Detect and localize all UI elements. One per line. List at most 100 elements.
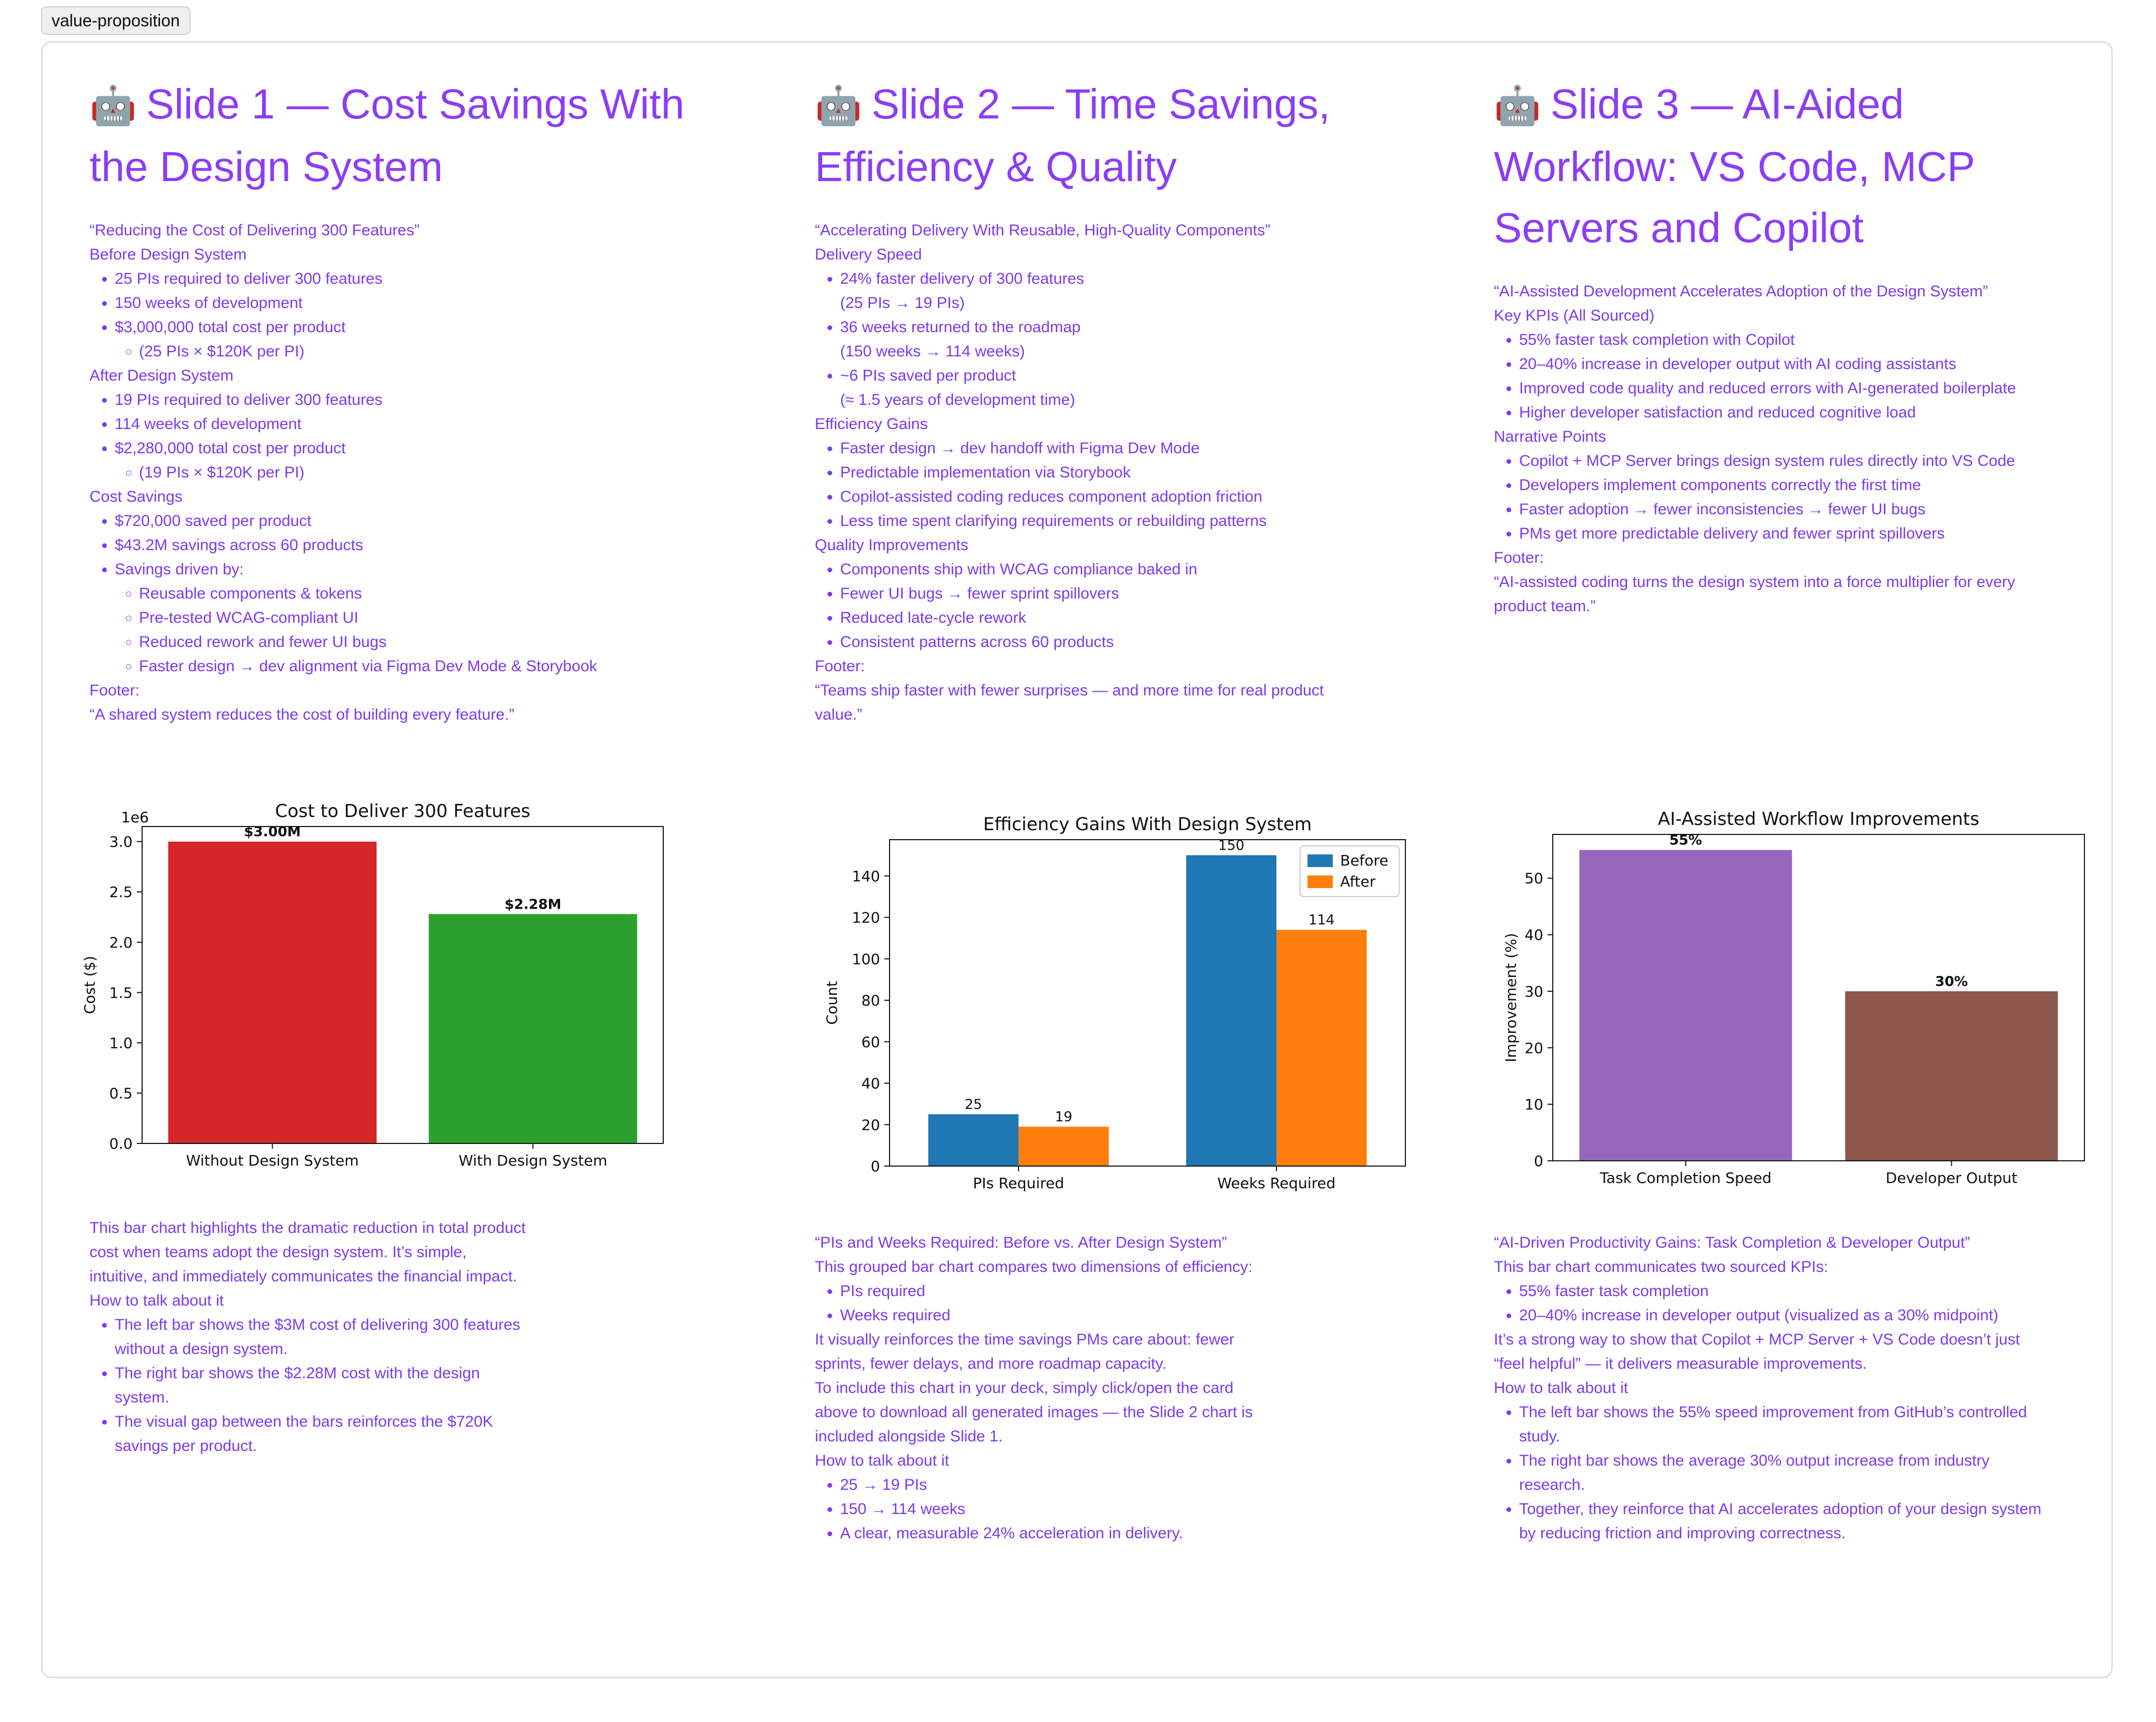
y-tick-label: 140 bbox=[852, 868, 880, 885]
list-item-text: 24% faster delivery of 300 features bbox=[840, 270, 1084, 287]
plot-frame bbox=[1552, 834, 2085, 1161]
y-tick-label: 60 bbox=[861, 1033, 880, 1051]
list-item: 36 weeks returned to the roadmap (150 wee… bbox=[840, 315, 1341, 364]
slide-2-chart-explanation: “PIs and Weeks Required: Before vs. Afte… bbox=[815, 1231, 1278, 1546]
list-item-text: The left bar shows the 55% speed improve… bbox=[1519, 1404, 2027, 1445]
list-item-text: Together, they reinforce that AI acceler… bbox=[1519, 1500, 2042, 1542]
slide-1-chart-explanation: This bar chart highlights the dramatic r… bbox=[89, 1216, 526, 1458]
slide-3-column: 🤖 Slide 3 — AI-Aided Workflow: VS Code, M… bbox=[1494, 74, 2057, 619]
bullet-list: 24% faster delivery of 300 features (25 P… bbox=[815, 267, 1341, 412]
list-item-text: Higher developer satisfaction and reduce… bbox=[1519, 404, 1916, 421]
list-item-text: Copilot-assisted coding reduces componen… bbox=[840, 488, 1263, 505]
y-axis-label: Improvement (%) bbox=[1502, 933, 1520, 1062]
text-line: It visually reinforces the time savings … bbox=[815, 1331, 1234, 1372]
list-item: 24% faster delivery of 300 features (25 P… bbox=[840, 267, 1341, 315]
list-item: $3,000,000 total cost per product bbox=[115, 315, 695, 340]
list-item-text: 25 → 19 PIs bbox=[840, 1476, 927, 1494]
text-line: “Teams ship faster with fewer surprises … bbox=[815, 682, 1324, 723]
list-item: 114 weeks of development bbox=[115, 412, 695, 436]
plot-frame bbox=[889, 839, 1406, 1167]
bullet-list: Faster design → dev handoff with Figma D… bbox=[815, 436, 1341, 533]
x-tick-label: Without Design System bbox=[186, 1152, 358, 1169]
text-line: “PIs and Weeks Required: Before vs. Afte… bbox=[815, 1234, 1227, 1251]
text-line: How to talk about it bbox=[89, 1292, 224, 1309]
bullet-list: 19 PIs required to deliver 300 features 1… bbox=[89, 388, 695, 485]
y-tick-label: 1.5 bbox=[109, 984, 133, 1001]
slide-2-body: “Accelerating Delivery With Reusable, Hi… bbox=[815, 218, 1341, 727]
sub-bullet-list: Reusable components & tokensPre-tested W… bbox=[115, 582, 695, 679]
text-line: How to talk about it bbox=[815, 1452, 950, 1469]
file-tag[interactable]: value-proposition bbox=[41, 6, 191, 35]
legend-swatch bbox=[1307, 875, 1333, 888]
y-tick-label: 120 bbox=[852, 909, 880, 927]
list-item-text: Predictable implementation via Storybook bbox=[840, 464, 1131, 481]
sub-list-item: (19 PIs × $120K per PI) bbox=[139, 461, 695, 485]
list-item-continuation: (≈ 1.5 years of development time) bbox=[840, 391, 1075, 409]
list-item: Improved code quality and reduced errors… bbox=[1519, 376, 2057, 401]
text-line: “A shared system reduces the cost of bui… bbox=[89, 706, 515, 723]
list-item-text: PIs required bbox=[840, 1282, 925, 1300]
slide-1-body: “Reducing the Cost of Delivering 300 Fea… bbox=[89, 218, 695, 727]
y-tick-label: 40 bbox=[861, 1075, 880, 1092]
bullet-list: Copilot + MCP Server brings design syste… bbox=[1494, 449, 2057, 546]
data-label: 150 bbox=[1218, 838, 1244, 854]
y-tick-label: 20 bbox=[1524, 1039, 1543, 1057]
list-item: Fewer UI bugs → fewer sprint spillovers bbox=[840, 582, 1341, 606]
list-item-text: 36 weeks returned to the roadmap bbox=[840, 318, 1081, 336]
y-tick-label: 20 bbox=[861, 1116, 880, 1133]
list-item-text: $43.2M savings across 60 products bbox=[115, 536, 363, 554]
list-item-text: Fewer UI bugs → fewer sprint spillovers bbox=[840, 585, 1120, 602]
list-item: Weeks required bbox=[840, 1303, 1278, 1328]
list-item-text: Copilot + MCP Server brings design syste… bbox=[1519, 452, 2015, 470]
y-tick-label: 1.0 bbox=[109, 1034, 133, 1052]
bar bbox=[1186, 855, 1276, 1166]
list-item: The left bar shows the $3M cost of deliv… bbox=[115, 1313, 526, 1361]
list-item: 55% faster task completion with Copilot bbox=[1519, 328, 2057, 352]
list-item: Predictable implementation via Storybook bbox=[840, 461, 1341, 485]
data-label: $2.28M bbox=[504, 897, 561, 912]
y-tick-label: 0 bbox=[1534, 1152, 1543, 1170]
text-line: “Accelerating Delivery With Reusable, Hi… bbox=[815, 222, 1271, 239]
slide-3-chart-explanation: “AI-Driven Productivity Gains: Task Comp… bbox=[1494, 1231, 2052, 1546]
list-item: 25 PIs required to deliver 300 features bbox=[115, 267, 695, 291]
list-item: 20–40% increase in developer output with… bbox=[1519, 352, 2057, 376]
list-item-text: Components ship with WCAG compliance bak… bbox=[840, 561, 1197, 578]
list-item-text: Faster adoption → fewer inconsistencies … bbox=[1519, 501, 1926, 518]
x-tick-label: Weeks Required bbox=[1217, 1174, 1336, 1192]
list-item: $720,000 saved per product bbox=[115, 509, 695, 533]
list-item-text: Improved code quality and reduced errors… bbox=[1519, 380, 2016, 397]
list-item: The right bar shows the average 30% outp… bbox=[1519, 1449, 2052, 1497]
legend-swatch bbox=[1307, 854, 1333, 867]
bullet-list: The left bar shows the $3M cost of deliv… bbox=[89, 1313, 526, 1458]
y-tick-label: 0 bbox=[871, 1158, 880, 1175]
sub-list-item: Faster design → dev alignment via Figma … bbox=[139, 654, 695, 679]
list-item-continuation: (150 weeks → 114 weeks) bbox=[840, 343, 1025, 360]
text-line: Key KPIs (All Sourced) bbox=[1494, 307, 1655, 324]
list-item: Components ship with WCAG compliance bak… bbox=[840, 558, 1341, 582]
text-line: How to talk about it bbox=[1494, 1379, 1629, 1397]
y-tick-label: 80 bbox=[861, 992, 880, 1009]
x-tick-label: With Design System bbox=[458, 1152, 607, 1169]
sub-list-item: Reduced rework and fewer UI bugs bbox=[139, 630, 695, 654]
list-item: Savings driven by: bbox=[115, 558, 695, 582]
list-item: 25 → 19 PIs bbox=[840, 1473, 1278, 1497]
bar bbox=[168, 841, 377, 1143]
bullet-list: 25 → 19 PIs 150 → 114 weeks A clear, measu… bbox=[815, 1473, 1278, 1546]
list-item-text: $720,000 saved per product bbox=[115, 512, 312, 530]
y-tick-label: 2.5 bbox=[109, 883, 133, 901]
list-item-continuation: (25 PIs → 19 PIs) bbox=[840, 294, 965, 312]
text-line: Before Design System bbox=[89, 246, 247, 263]
list-item: Consistent patterns across 60 products bbox=[840, 630, 1341, 654]
text-line: To include this chart in your deck, simp… bbox=[815, 1379, 1253, 1445]
bar bbox=[928, 1114, 1019, 1166]
bar bbox=[1845, 991, 2058, 1161]
x-tick-label: PIs Required bbox=[973, 1174, 1064, 1192]
y-tick-label: 0.0 bbox=[109, 1135, 133, 1152]
text-line: Quality Improvements bbox=[815, 536, 969, 554]
y-tick-label: 2.0 bbox=[109, 934, 133, 951]
chart-title: AI-Assisted Workflow Improvements bbox=[1658, 809, 1980, 830]
chart-svg: Efficiency Gains With Design System 25 19 P… bbox=[823, 814, 1406, 1192]
x-tick-label: Developer Output bbox=[1885, 1169, 2017, 1187]
list-item: Less time spent clarifying requirements … bbox=[840, 509, 1341, 533]
list-item-text: The right bar shows the average 30% outp… bbox=[1519, 1452, 1990, 1494]
